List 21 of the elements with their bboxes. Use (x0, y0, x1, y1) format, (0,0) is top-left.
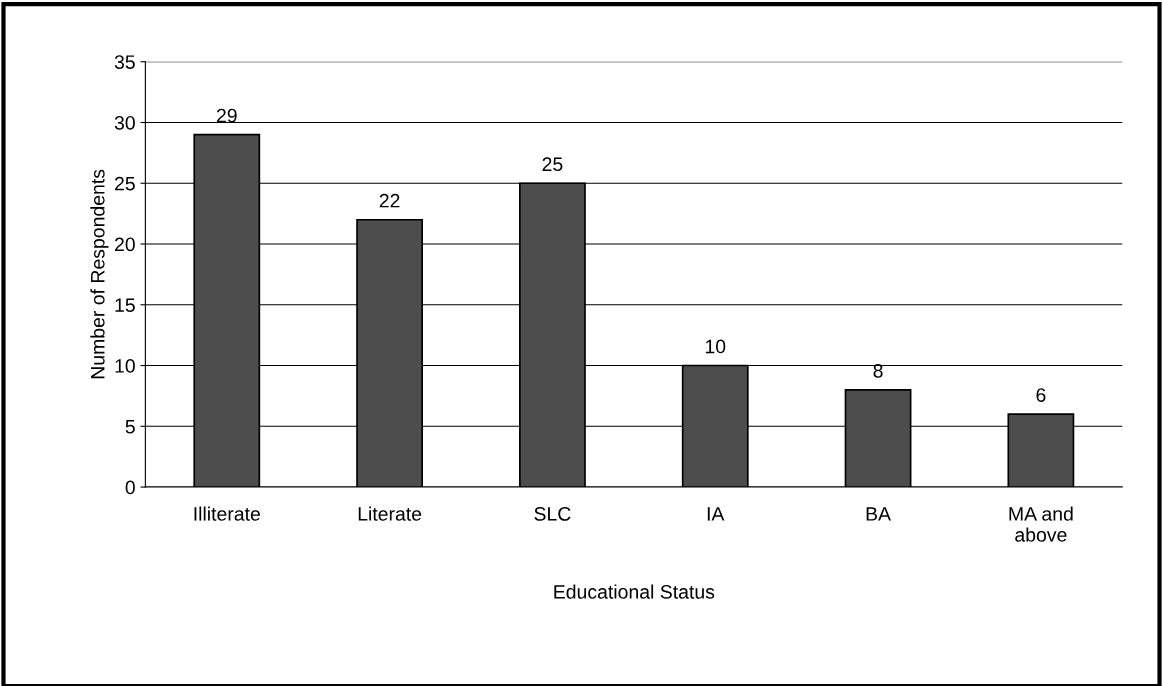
data-label: 25 (542, 157, 563, 172)
data-label: 29 (216, 108, 237, 123)
x-axis-title: Educational Status (554, 584, 715, 599)
x-tick-label: IA (707, 507, 725, 521)
y-tick-label: 35 (114, 55, 135, 69)
y-tick-label: 30 (114, 115, 135, 130)
y-tick-label: 5 (125, 419, 135, 434)
x-tick-label: SLC (534, 507, 571, 521)
y-tick-label: 25 (115, 176, 135, 191)
y-axis-title: Number of Respondents (90, 169, 109, 379)
data-label: 10 (705, 339, 726, 354)
data-label: 22 (379, 193, 400, 208)
y-tick-label: 0 (125, 480, 135, 495)
x-tick-label: Illiterate (194, 506, 260, 521)
x-tick-label: Literate (358, 506, 422, 521)
y-tick-label: 20 (115, 237, 135, 252)
data-label: 6 (1036, 388, 1046, 402)
x-tick-label: BA (866, 507, 891, 521)
y-tick-label: 10 (115, 359, 135, 373)
x-tick-label: MA and above (1009, 506, 1073, 542)
y-tick-label: 15 (115, 298, 135, 313)
